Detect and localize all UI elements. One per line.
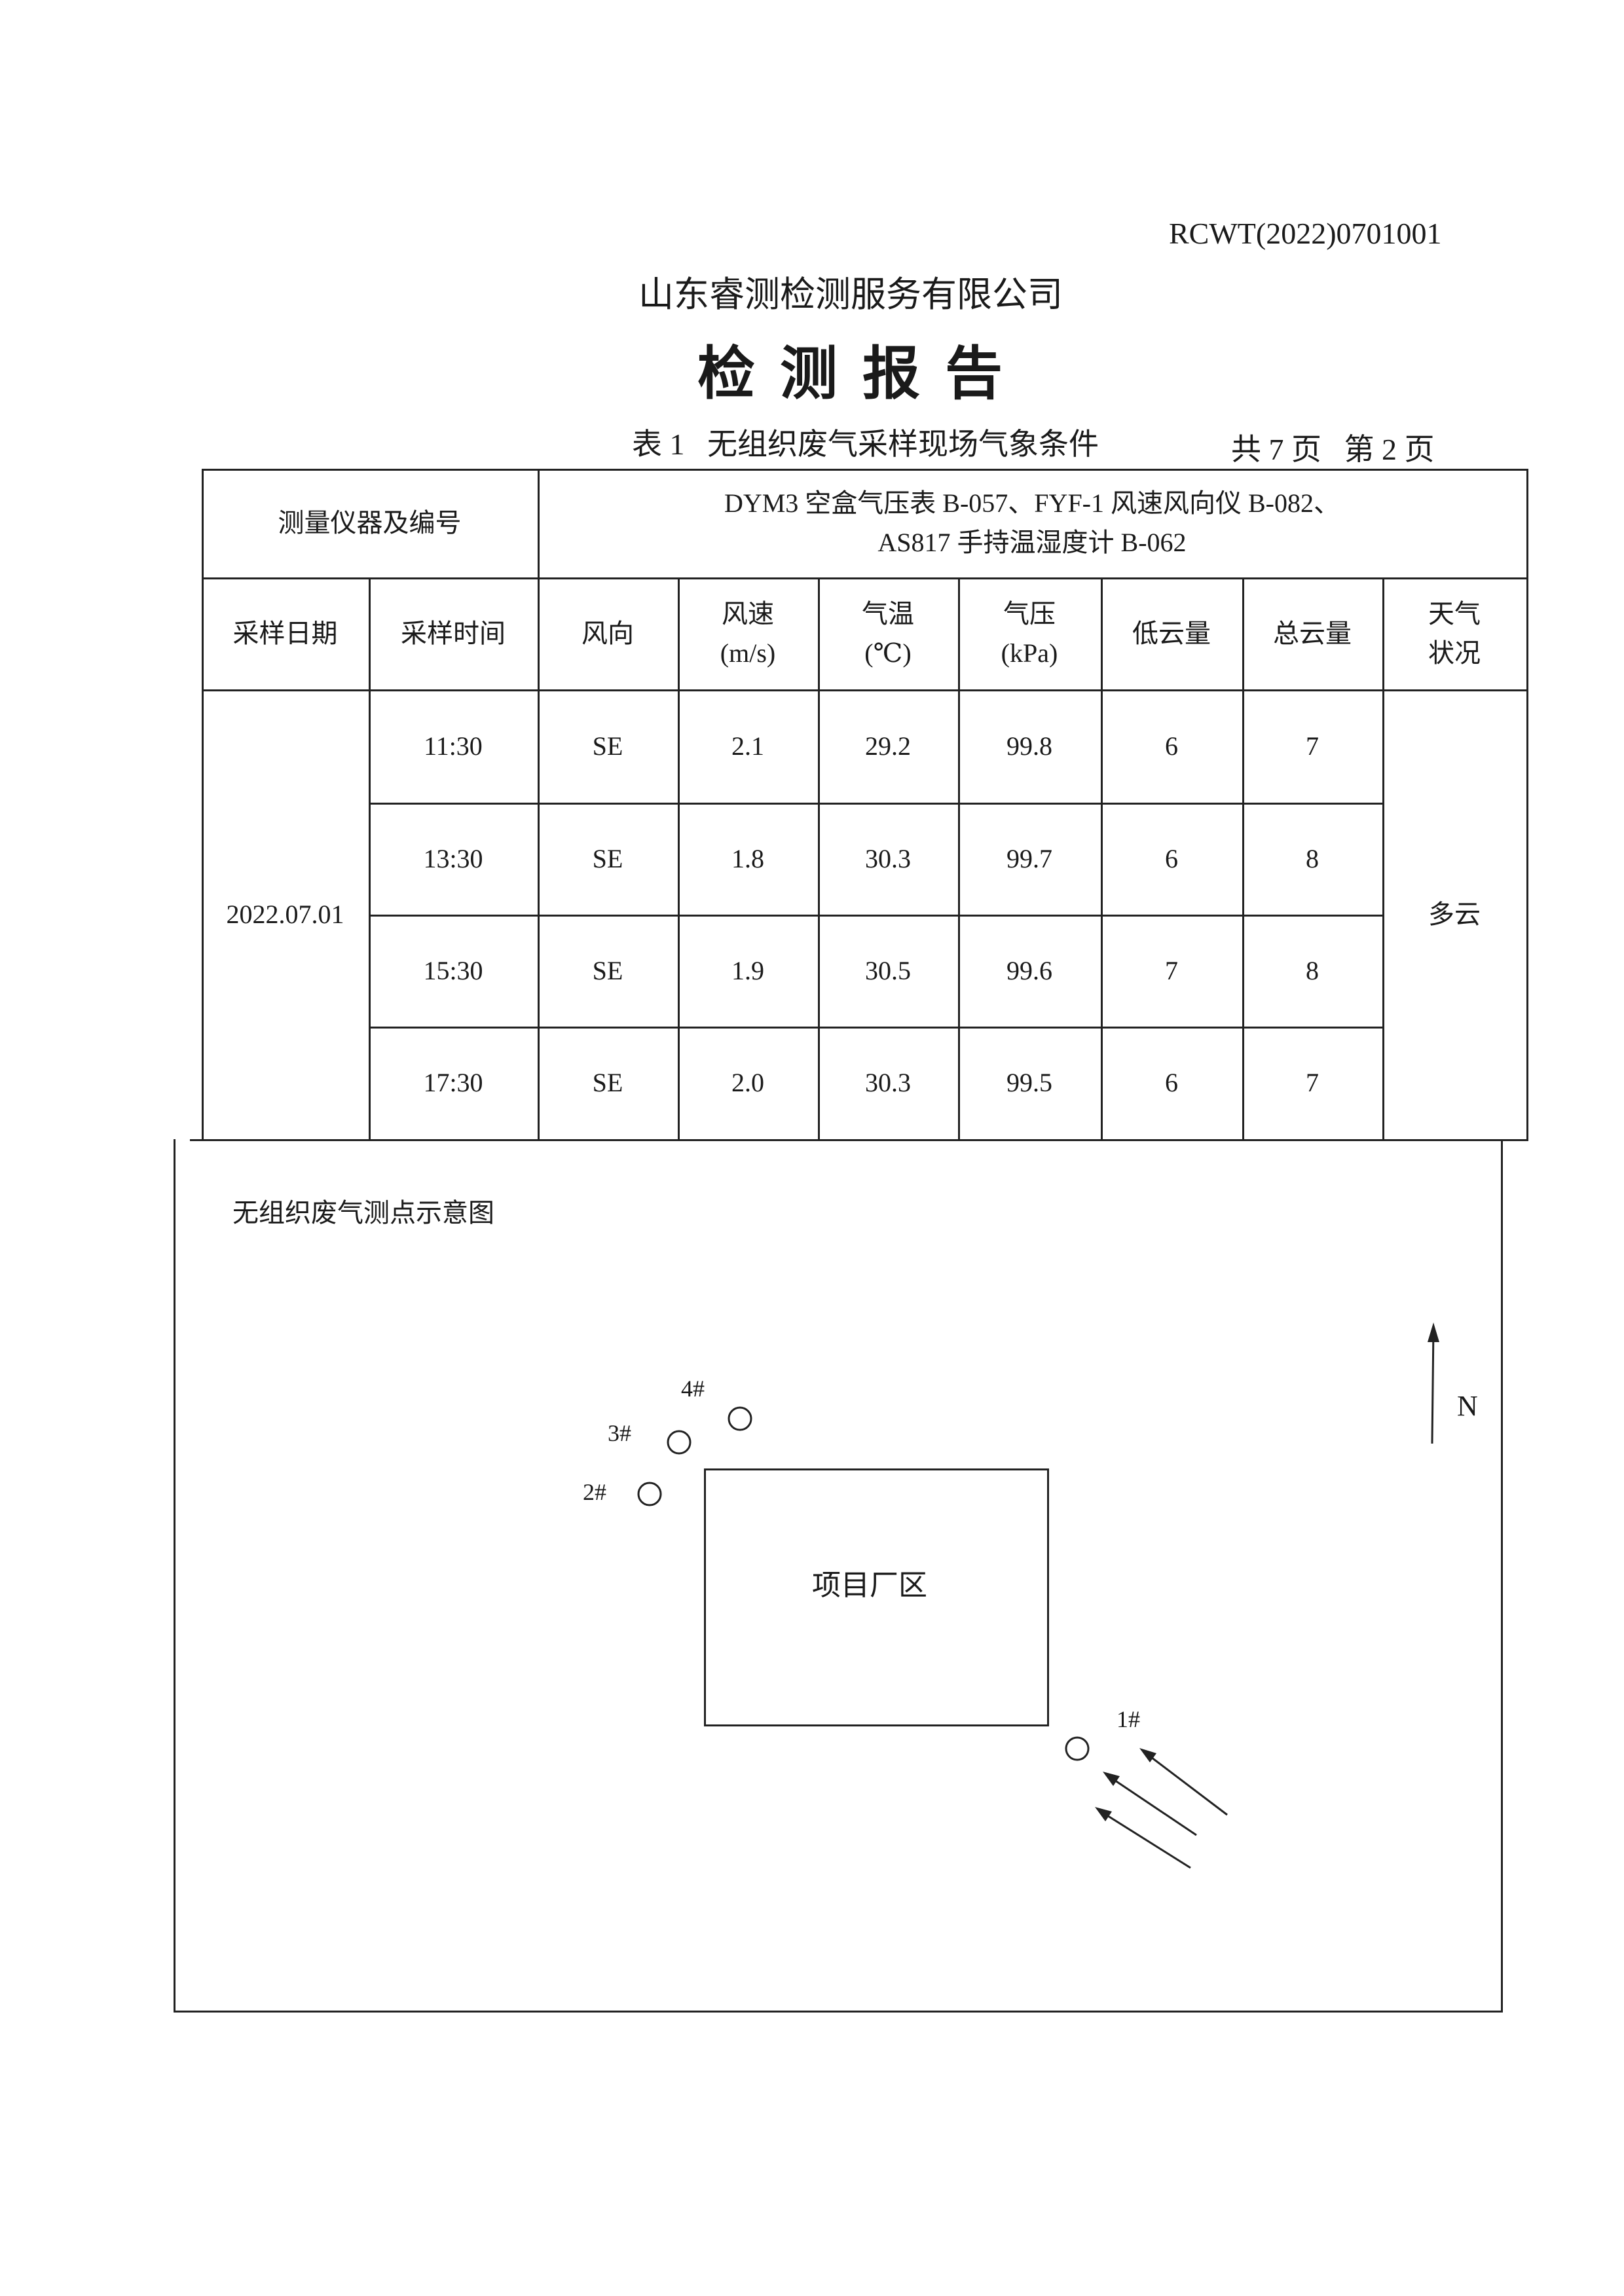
table-cell-dir: SE [592, 1068, 623, 1097]
table-cell-time: 11:30 [424, 731, 483, 761]
point-label-4: 4# [681, 1376, 705, 1402]
column-header: 风向 [581, 618, 634, 648]
table-cell-speed: 2.0 [731, 1068, 764, 1097]
table-cell-pressure: 99.6 [1006, 955, 1052, 985]
column-header: 采样日期 [232, 618, 338, 648]
plant-area [704, 1468, 1049, 1726]
table-cell-low-cloud: 7 [1165, 955, 1178, 985]
wind-arrow-icon [1098, 1809, 1191, 1869]
table-caption: 表 1 无组织废气采样现场气象条件 [632, 428, 1099, 461]
table-rule [1242, 577, 1244, 1139]
table-rule [369, 577, 371, 1139]
column-header: 天气 状况 [1428, 598, 1481, 668]
north-arrowhead-icon [1428, 1322, 1439, 1342]
instruments-value: DYM3 空盒气压表 B-057、FYF-1 风速风向仪 B-082、 AS81… [538, 469, 1526, 577]
point-3-marker [667, 1430, 692, 1455]
table-cell-temp: 29.2 [865, 731, 911, 761]
column-header: 气温 (℃) [862, 598, 914, 668]
report-title: 检 测 报 告 [697, 343, 1008, 407]
table-rule [369, 803, 1382, 805]
table-cell-pressure: 99.5 [1006, 1068, 1052, 1097]
column-header: 气压 (kPa) [1001, 598, 1058, 668]
table-rule [538, 469, 540, 577]
table-cell-temp: 30.3 [865, 843, 911, 873]
table-cell-dir: SE [592, 731, 623, 761]
table-cell-total-cloud: 7 [1306, 1068, 1319, 1097]
table-rule [1101, 577, 1103, 1139]
table-cell-speed: 2.1 [731, 731, 764, 761]
point-label-1: 1# [1116, 1706, 1140, 1732]
point-label-3: 3# [608, 1420, 631, 1446]
table-rule [538, 577, 540, 1139]
table-cell-temp: 30.5 [865, 955, 911, 985]
north-label: N [1457, 1390, 1478, 1422]
table-cell-low-cloud: 6 [1165, 1068, 1178, 1097]
table-rule [1501, 1139, 1503, 2013]
diagram-title: 无组织废气测点示意图 [232, 1198, 494, 1228]
table-rule [1526, 469, 1528, 1139]
table-rule [958, 577, 960, 1139]
table-rule [1382, 577, 1384, 1139]
table-cell-low-cloud: 6 [1165, 731, 1178, 761]
table-cell-low-cloud: 6 [1165, 843, 1178, 873]
table-cell-total-cloud: 7 [1306, 731, 1319, 761]
table-rule [174, 2011, 1503, 2013]
point-2-marker [637, 1482, 662, 1506]
table-cell-dir: SE [592, 955, 623, 985]
instruments-label: 测量仪器及编号 [278, 508, 462, 538]
table-cell-time: 13:30 [423, 843, 483, 873]
table-rule [369, 915, 1382, 917]
table-cell-speed: 1.9 [731, 955, 764, 985]
column-header: 采样时间 [401, 618, 506, 648]
table-rule [369, 1027, 1382, 1029]
instruments-line-1: DYM3 空盒气压表 B-057、FYF-1 风速风向仪 B-082、 [724, 488, 1340, 518]
table-cell-temp: 30.3 [865, 1068, 911, 1097]
wind-arrow-icon [1106, 1774, 1197, 1836]
column-header: 总云量 [1273, 618, 1352, 648]
table-cell-pressure: 99.8 [1006, 731, 1052, 761]
table-rule [174, 1139, 175, 2013]
wind-direction-arrows-icon [1098, 1750, 1228, 1869]
table-rule [202, 689, 1528, 691]
table-rule [818, 577, 820, 1139]
table-cell-time: 15:30 [423, 955, 483, 985]
point-1-marker [1065, 1736, 1090, 1761]
table-rule [202, 469, 204, 1139]
north-arrow-icon [1431, 1327, 1435, 1444]
instruments-line-2: AS817 手持温湿度计 B-062 [877, 528, 1187, 557]
column-header: 低云量 [1132, 618, 1211, 648]
table-cell-pressure: 99.7 [1006, 843, 1052, 873]
table-rule [202, 577, 1528, 579]
column-header: 风速 (m/s) [720, 598, 776, 668]
table-rule [678, 577, 680, 1139]
table-rule [202, 469, 1528, 471]
table-rule [190, 1139, 1528, 1141]
table-cell-dir: SE [592, 843, 623, 873]
table-cell-speed: 1.8 [731, 843, 764, 873]
point-label-2: 2# [583, 1479, 606, 1505]
point-4-marker [728, 1406, 752, 1431]
page-info: 共 7 页 第 2 页 [1231, 433, 1435, 466]
table-cell-total-cloud: 8 [1306, 843, 1319, 873]
plant-label: 项目厂区 [812, 1569, 927, 1601]
table-cell-total-cloud: 8 [1306, 955, 1319, 985]
sampling-date: 2022.07.01 [226, 899, 344, 929]
company-name: 山东睿测检测服务有限公司 [638, 275, 1063, 314]
weather-condition: 多云 [1428, 899, 1481, 929]
table-cell-time: 17:30 [423, 1068, 483, 1097]
report-number: RCWT(2022)0701001 [1169, 217, 1442, 250]
wind-arrow-icon [1143, 1750, 1228, 1816]
